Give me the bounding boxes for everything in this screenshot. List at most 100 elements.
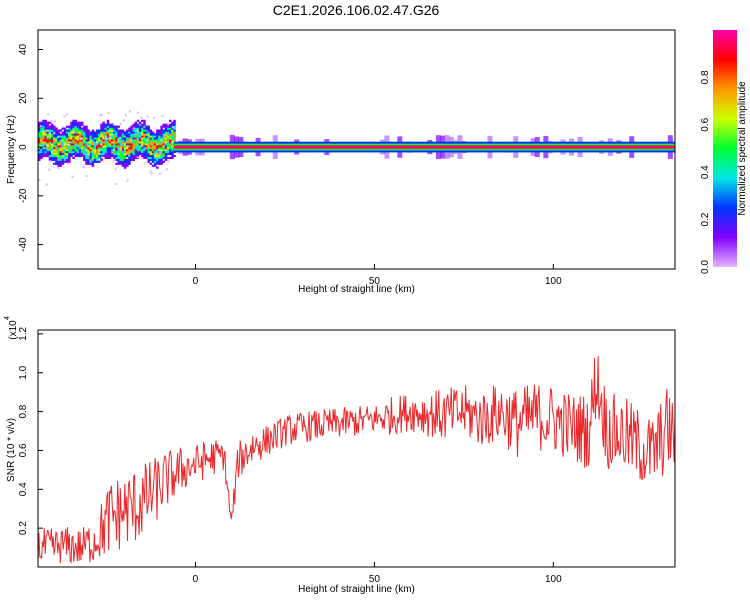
heatmap-cell	[93, 131, 97, 134]
heatmap-cell	[143, 141, 146, 144]
heatmap-cell	[108, 143, 112, 146]
heatmap-cell	[72, 149, 75, 152]
heatmap-cell	[132, 141, 135, 144]
heatmap-cell	[44, 127, 47, 130]
heatmap-cell	[91, 141, 95, 144]
heatmap-cell	[104, 141, 108, 144]
heatmap-cell	[59, 160, 62, 163]
heatmap-cell	[104, 149, 108, 152]
heatmap-cell	[138, 152, 142, 156]
heatmap-cell	[160, 162, 163, 165]
heatmap-cell	[65, 131, 69, 134]
heatmap-cell	[126, 143, 129, 146]
heatmap-cell	[158, 145, 161, 148]
heatmap-cell	[160, 143, 163, 146]
heatmap-frame	[37, 29, 676, 270]
heatmap-cell	[164, 149, 168, 152]
heatmap-cell	[83, 143, 86, 146]
heatmap-cell	[132, 131, 135, 134]
heatmap-cell	[166, 125, 170, 128]
heatmap-cell	[48, 158, 52, 161]
heatmap-cell	[74, 149, 78, 152]
heatmap-cell	[95, 147, 99, 150]
heatmap-cell	[85, 147, 88, 150]
heatmap-cell	[78, 147, 82, 150]
heatmap-cell	[160, 149, 163, 152]
heatmap-cell	[104, 150, 108, 154]
heatmap-cell	[70, 133, 73, 136]
heatmap-cell	[145, 147, 148, 150]
heatmap-cell	[44, 154, 47, 158]
heatmap-cell	[111, 152, 114, 156]
heatmap-cell	[134, 127, 138, 130]
figure-title: C2E1.2026.106.02.47.G26	[272, 2, 440, 18]
heatmap-cell	[134, 150, 138, 154]
heatmap-cell	[57, 129, 60, 132]
heatmap-cell	[117, 129, 120, 132]
heatmap-cell	[143, 156, 146, 160]
heatmap-cell	[151, 160, 155, 163]
heatmap-cell	[147, 150, 151, 154]
heatmap-cell	[164, 141, 168, 144]
heatmap-cell	[121, 143, 125, 146]
heatmap-cell	[164, 139, 168, 142]
heatmap-cell	[72, 137, 75, 140]
heatmap-cell	[55, 133, 58, 136]
heatmap-cell	[46, 143, 50, 146]
heatmap-cell	[147, 160, 151, 163]
heatmap-cell	[134, 121, 138, 124]
heatmap-cell	[162, 141, 166, 144]
heatmap-cell	[85, 162, 88, 165]
heatmap-cell	[104, 143, 108, 146]
heatmap-cell	[85, 139, 88, 142]
heatmap-cell	[59, 149, 62, 152]
heatmap-cell	[126, 129, 129, 132]
heatmap-cell	[72, 141, 75, 144]
heatmap-cell	[153, 141, 157, 144]
heatmap-cell	[85, 133, 88, 136]
heatmap-cell	[161, 115, 164, 118]
heatmap-cell	[108, 149, 112, 152]
heatmap-cell	[74, 147, 78, 150]
heatmap-cell	[106, 133, 110, 136]
heatmap-cell	[68, 145, 71, 148]
heatmap-cell	[132, 147, 135, 150]
heatmap-cell	[83, 133, 86, 136]
heatmap-cell	[55, 139, 58, 142]
heatmap-cell	[44, 143, 47, 146]
heatmap-cell	[130, 154, 133, 158]
heatmap-cell	[149, 162, 153, 165]
y-tick-label: -40	[18, 237, 29, 252]
heatmap-cell	[147, 129, 151, 132]
heatmap-cell	[40, 139, 43, 142]
heatmap-cell	[128, 150, 131, 154]
heatmap-cell	[143, 123, 146, 126]
heatmap-cell	[156, 139, 159, 142]
heatmap-cell	[95, 141, 99, 144]
heatmap-cell	[147, 137, 151, 140]
heatmap-cell	[121, 133, 125, 136]
heatmap-cell	[113, 147, 116, 150]
heatmap-cell	[85, 150, 88, 154]
heatmap-cell	[78, 127, 82, 130]
heatmap-cell	[42, 149, 45, 152]
heatmap-cell	[126, 152, 129, 156]
heatmap-cell	[70, 152, 73, 156]
heatmap-cell	[87, 141, 90, 144]
heatmap-cell	[102, 133, 105, 136]
heatmap-cell	[136, 152, 140, 156]
heatmap-cell	[74, 154, 78, 158]
heatmap-cell	[136, 150, 140, 154]
heatmap-cell	[168, 152, 172, 156]
heatmap-cell	[145, 127, 148, 130]
heatmap-cell	[53, 139, 56, 142]
heatmap-cell	[126, 135, 129, 138]
heatmap-cell	[121, 145, 125, 148]
y-tick-label: 0.2	[18, 521, 29, 535]
heatmap-cell	[115, 139, 118, 142]
heatmap-cell	[80, 139, 84, 142]
heatmap-cell	[38, 135, 41, 138]
heatmap-cell	[106, 152, 110, 156]
heatmap-cell	[104, 152, 108, 156]
heatmap-cell	[108, 150, 112, 154]
